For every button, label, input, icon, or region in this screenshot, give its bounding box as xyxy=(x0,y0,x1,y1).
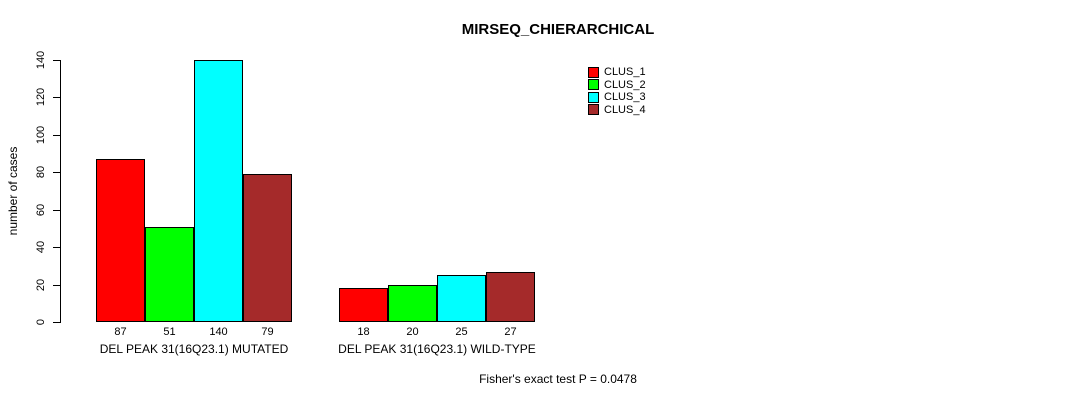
legend-label: CLUS_1 xyxy=(604,66,646,79)
bar-value-label: 51 xyxy=(163,326,176,338)
bar-clus_2-group2 xyxy=(388,284,437,322)
legend-label: CLUS_4 xyxy=(604,103,646,116)
legend: CLUS_1 CLUS_2 CLUS_3 CLUS_4 xyxy=(588,66,646,116)
y-tick-label: 0 xyxy=(35,318,47,326)
y-tick-label: 120 xyxy=(35,88,47,107)
y-tick xyxy=(53,209,60,211)
y-tick xyxy=(53,247,60,249)
bar-clus_3-group1 xyxy=(194,60,243,322)
bar-clus_4-group2 xyxy=(486,271,535,322)
y-tick-label: 20 xyxy=(35,278,47,291)
legend-label: CLUS_3 xyxy=(604,91,646,104)
legend-swatch-clus_4 xyxy=(588,104,599,116)
legend-swatch-clus_1 xyxy=(588,66,599,78)
y-tick xyxy=(53,172,60,174)
bar-value-label: 25 xyxy=(455,326,468,338)
y-tick xyxy=(53,97,60,99)
group-label-2: DEL PEAK 31(16Q23.1) WILD-TYPE xyxy=(338,342,536,356)
group-label-1: DEL PEAK 31(16Q23.1) MUTATED xyxy=(99,342,289,356)
bar-clus_1-group1 xyxy=(96,159,145,322)
bar-value-label: 18 xyxy=(357,326,370,338)
y-tick-label: 40 xyxy=(35,241,47,254)
fisher-test-annotation: Fisher's exact test P = 0.0478 xyxy=(479,372,637,386)
bar-value-label: 79 xyxy=(261,326,274,338)
bar-clus_2-group1 xyxy=(145,226,194,322)
y-tick-label: 60 xyxy=(35,203,47,216)
legend-label: CLUS_2 xyxy=(604,78,646,91)
legend-row: CLUS_1 xyxy=(588,66,646,79)
bar-value-label: 140 xyxy=(209,326,228,338)
legend-row: CLUS_3 xyxy=(588,91,646,104)
chart-title: MIRSEQ_CHIERARCHICAL xyxy=(461,21,655,38)
y-tick-label: 80 xyxy=(35,166,47,179)
y-axis-line xyxy=(60,60,61,323)
bar-value-label: 87 xyxy=(114,326,127,338)
y-tick xyxy=(53,60,60,61)
bar-value-label: 27 xyxy=(504,326,517,338)
bar-value-label: 20 xyxy=(406,326,419,338)
y-tick xyxy=(53,284,60,286)
y-tick xyxy=(53,322,60,323)
legend-row: CLUS_2 xyxy=(588,79,646,92)
bar-clus_4-group1 xyxy=(243,174,292,322)
legend-row: CLUS_4 xyxy=(588,104,646,117)
bar-clus_1-group2 xyxy=(339,288,388,322)
legend-swatch-clus_2 xyxy=(588,79,599,91)
y-tick xyxy=(53,134,60,136)
bar-clus_3-group2 xyxy=(437,275,486,322)
legend-swatch-clus_3 xyxy=(588,91,599,103)
y-tick-label: 100 xyxy=(35,125,47,145)
y-axis-title: number of cases xyxy=(6,146,20,236)
y-tick-label: 140 xyxy=(35,50,47,70)
